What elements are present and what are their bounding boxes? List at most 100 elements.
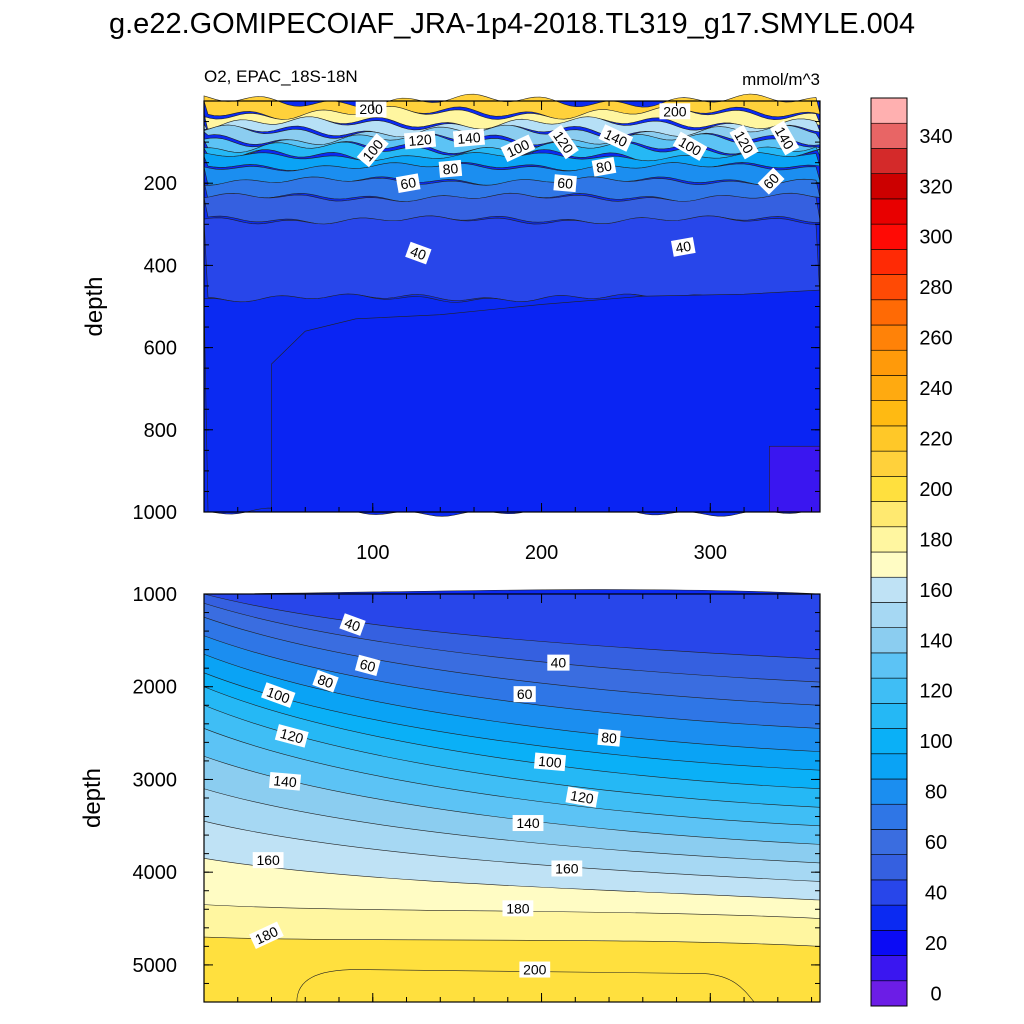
contour-label-box bbox=[500, 134, 536, 163]
colorbar-swatch bbox=[870, 450, 908, 477]
colorbar-swatch bbox=[870, 778, 908, 805]
contour-label-text: 80 bbox=[442, 160, 459, 177]
contour-label-box bbox=[395, 173, 421, 194]
colorbar-swatch bbox=[870, 223, 908, 250]
colorbar-swatch bbox=[870, 173, 908, 200]
contour-label-box bbox=[548, 124, 579, 160]
contour-label: 160 bbox=[252, 852, 284, 869]
contour-label: 80 bbox=[438, 159, 463, 178]
colorbar-swatch bbox=[870, 904, 908, 931]
contour-line bbox=[203, 704, 821, 808]
colorbar-swatch bbox=[870, 728, 908, 755]
contour-label: 160 bbox=[551, 860, 583, 877]
colorbar-swatch bbox=[870, 476, 908, 502]
contour-label-text: 200 bbox=[523, 962, 547, 978]
contour-label-text: 180 bbox=[506, 900, 530, 916]
contour-label-text: 40 bbox=[551, 655, 567, 671]
contour-label: 60 bbox=[553, 174, 577, 193]
contour-line bbox=[203, 788, 821, 864]
contour-label-box bbox=[597, 728, 621, 747]
y-tick-label: 600 bbox=[144, 338, 177, 360]
colorbar-swatch bbox=[870, 703, 908, 729]
contour-line bbox=[203, 635, 821, 729]
colorbar-tick-label: 180 bbox=[919, 529, 952, 551]
contour-label: 80 bbox=[591, 156, 617, 177]
colorbar-swatch bbox=[870, 955, 908, 982]
y-tick-label: 1000 bbox=[133, 584, 178, 606]
colorbar-tick-label: 0 bbox=[930, 983, 941, 1005]
colorbar-swatch bbox=[870, 930, 908, 956]
contour-label: 180 bbox=[502, 900, 534, 917]
contour-label-text: 80 bbox=[601, 729, 618, 746]
contour-label-box bbox=[261, 682, 296, 708]
contour-label: 60 bbox=[354, 654, 381, 677]
contour-line bbox=[203, 686, 821, 790]
contour-label-text: 40 bbox=[342, 614, 362, 634]
contour-label-text: 120 bbox=[569, 787, 595, 807]
contour-label-text: 140 bbox=[516, 815, 540, 831]
contour-label: 140 bbox=[512, 815, 544, 832]
contour-label-box bbox=[553, 174, 577, 193]
contour-label-text: 160 bbox=[256, 852, 280, 868]
y-tick-label: 400 bbox=[144, 255, 177, 277]
colorbar-tick-label: 240 bbox=[919, 378, 952, 400]
contour-line bbox=[203, 653, 821, 752]
colorbar-swatch bbox=[870, 501, 908, 528]
contour-line bbox=[203, 904, 821, 919]
contour-label: 100 bbox=[533, 752, 567, 772]
colorbar-swatch bbox=[870, 551, 908, 578]
contour-band bbox=[204, 594, 820, 659]
contour-label-box bbox=[252, 852, 284, 869]
contour-label: 140 bbox=[452, 128, 486, 148]
contour-label: 200 bbox=[355, 101, 387, 118]
contour-label-box bbox=[672, 131, 708, 161]
colorbar-swatch bbox=[870, 400, 908, 427]
y-tick-label: 2000 bbox=[133, 677, 178, 699]
colorbar-swatch bbox=[870, 526, 908, 553]
low-oxygen-patch bbox=[769, 445, 821, 513]
contour-label-text: 140 bbox=[457, 129, 482, 147]
colorbar-swatch bbox=[870, 148, 908, 174]
contour-label-text: 60 bbox=[557, 175, 574, 192]
contour-label-box bbox=[512, 815, 544, 832]
oxygen-maximum-core bbox=[296, 969, 755, 1003]
contour-label-box bbox=[452, 128, 486, 148]
colorbar-swatch bbox=[870, 627, 908, 654]
contour-label-box bbox=[551, 860, 583, 877]
colorbar-swatch bbox=[870, 677, 908, 704]
colorbar-frame bbox=[870, 97, 908, 1007]
contour-label-box bbox=[268, 771, 302, 791]
colorbar-swatch bbox=[870, 425, 908, 452]
colorbar-swatch bbox=[870, 854, 908, 881]
colorbar-swatch bbox=[870, 602, 908, 628]
colorbar: 0 20 40 60 80 100 120 140 160 180 200 220 240 260 280 3… bbox=[870, 97, 953, 1007]
colorbar-swatch bbox=[870, 829, 908, 855]
colorbar-tick-label: 40 bbox=[925, 883, 947, 905]
colorbar-tick-label: 60 bbox=[925, 832, 947, 854]
colorbar-swatch bbox=[870, 324, 908, 351]
contour-line bbox=[203, 602, 821, 683]
contour-label: 60 bbox=[395, 173, 421, 194]
colorbar-swatch bbox=[870, 652, 908, 679]
contour-label-box bbox=[438, 159, 463, 178]
contour-label-box bbox=[405, 241, 432, 265]
contour-label-box bbox=[274, 724, 309, 748]
contour-label-box bbox=[659, 103, 691, 120]
colorbar-tick-label: 200 bbox=[919, 479, 952, 501]
contour-label-box bbox=[533, 752, 567, 772]
colorbar-tick-label: 300 bbox=[919, 227, 952, 249]
contour-label-box bbox=[670, 237, 696, 257]
contour-label-box bbox=[598, 124, 634, 152]
contour-label-text: 60 bbox=[517, 686, 533, 702]
lower-panel: 40 60 80 100 120 140 160 180 40 60 80 100 120 140 160 1… bbox=[79, 584, 821, 1003]
contour-label: 100 bbox=[261, 682, 296, 708]
contour-label: 80 bbox=[312, 669, 339, 693]
contour-label: 80 bbox=[597, 728, 621, 747]
colorbar-tick-label: 340 bbox=[919, 126, 952, 148]
contour-label-box bbox=[591, 156, 617, 177]
x-tick-label: 100 bbox=[356, 542, 389, 564]
contour-label: 140 bbox=[268, 771, 302, 791]
y-axis-label: depth bbox=[79, 768, 106, 828]
panel-left-title: O2, EPAC_18S-18N bbox=[204, 67, 358, 86]
